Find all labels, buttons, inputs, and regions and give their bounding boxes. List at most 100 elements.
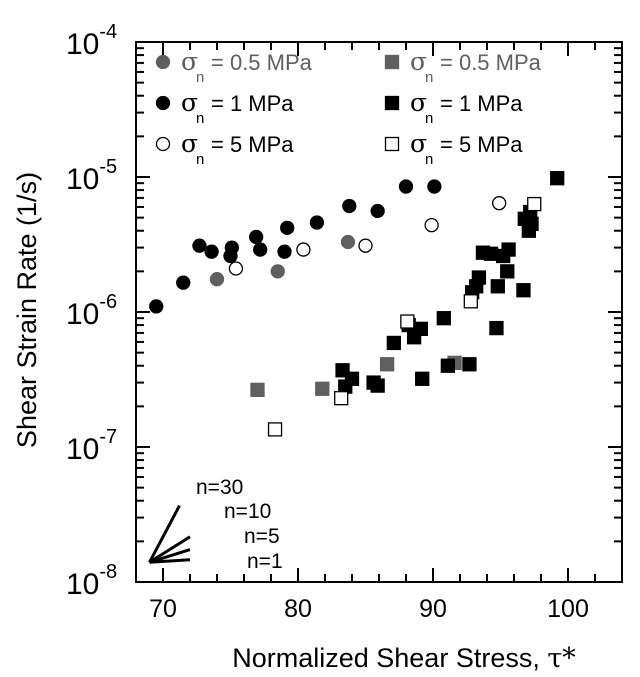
slope-line <box>148 535 191 564</box>
data-point-square <box>315 381 330 396</box>
data-point-circle <box>340 234 356 250</box>
legend-marker <box>384 95 400 111</box>
data-point-square <box>267 422 283 437</box>
y-tick-exponent: -6 <box>99 291 117 313</box>
data-point-square <box>483 246 499 261</box>
y-tick-exponent: -8 <box>99 561 117 583</box>
x-tick-label: 80 <box>284 595 312 623</box>
y-tick-base: 10 <box>66 298 99 331</box>
data-point-square <box>334 391 349 406</box>
data-point-circle <box>309 215 325 230</box>
data-point-circle <box>398 179 414 194</box>
y-axis-label: Shear Strain Rate (1/s) <box>12 172 42 448</box>
data-point-square <box>516 283 531 298</box>
data-point-square <box>386 335 402 351</box>
x-axis-label-text: Normalized Shear Stress, <box>232 643 547 673</box>
x-tick-label: 70 <box>149 595 177 623</box>
x-tick-labels: 70 80 90 100 <box>149 595 589 623</box>
slope-annotation: n=5 <box>244 525 280 548</box>
data-point-circle <box>270 264 285 279</box>
slope-line <box>149 548 191 564</box>
legend-sigma-symbol: σ <box>181 88 198 117</box>
x-tick-label: 90 <box>419 595 447 623</box>
data-point-circle <box>424 217 439 233</box>
data-point-square <box>400 314 415 329</box>
data-point-circle <box>296 242 311 257</box>
data-point-square <box>527 196 542 212</box>
data-point-circle <box>253 242 268 257</box>
data-point-circle <box>370 203 385 219</box>
legend-label: = 0.5 MPa <box>211 50 313 75</box>
y-tick-base: 10 <box>66 433 99 466</box>
data-point-square <box>344 371 360 386</box>
data-point-circle <box>224 240 240 255</box>
slope-annotation: n=30 <box>196 476 243 499</box>
legend-sigma-symbol: σ <box>410 47 427 76</box>
y-tick-label: 10-7 <box>66 426 117 466</box>
y-tick-labels: 10-810-710-610-510-4 <box>66 21 117 601</box>
data-point-circle <box>427 179 442 194</box>
y-tick-label: 10-4 <box>66 21 117 61</box>
data-point-square <box>415 371 430 386</box>
data-point-square <box>524 216 539 231</box>
y-tick-base: 10 <box>66 28 99 61</box>
legend-sigma-symbol: σ <box>410 88 427 117</box>
legend-subscript: n <box>425 69 433 86</box>
data-point-circle <box>491 196 507 211</box>
data-point-square <box>500 264 515 279</box>
data-point-square <box>370 378 385 393</box>
legend-sigma-symbol: σ <box>181 47 198 76</box>
data-point-circle <box>204 244 219 259</box>
x-tick-label: 100 <box>547 595 589 623</box>
data-point-circle <box>149 299 164 314</box>
y-tick-base: 10 <box>66 163 99 196</box>
legend-marker <box>384 136 400 152</box>
legend-marker <box>384 54 400 70</box>
y-tick-label: 10-5 <box>66 156 117 196</box>
data-point-square <box>471 270 487 285</box>
tau-star-symbol: τ* <box>547 643 576 674</box>
plot-frame <box>135 41 623 583</box>
data-point-square <box>436 311 451 326</box>
slope-annotation: n=10 <box>224 500 271 523</box>
legend-subscript: n <box>196 69 204 86</box>
legend-label: = 1 MPa <box>440 91 523 116</box>
x-axis-label: Normalized Shear Stress, τ* <box>232 643 576 674</box>
legend-label: = 1 MPa <box>211 91 294 116</box>
data-point-square <box>463 294 478 309</box>
axis-ticks <box>136 42 623 583</box>
data-point-circle <box>342 198 357 214</box>
legend-marker <box>155 95 171 111</box>
data-point-circle <box>176 275 191 290</box>
data-point-circle <box>248 229 264 245</box>
data-point-square <box>550 171 565 186</box>
y-tick-exponent: -5 <box>99 156 117 178</box>
data-point-circle <box>209 272 225 287</box>
data-point-square <box>250 382 265 398</box>
y-tick-label: 10-6 <box>66 291 117 331</box>
legend-sigma-symbol: σ <box>410 129 427 158</box>
data-point-circle <box>228 261 244 276</box>
data-point-square <box>501 242 516 257</box>
data-point-square <box>490 279 505 294</box>
slope-guide: n=30n=10n=5n=1 <box>148 476 283 573</box>
data-point-square <box>440 358 456 373</box>
legend-subscript: n <box>425 110 433 127</box>
legend-marker <box>155 54 171 70</box>
legend-label: = 5 MPa <box>211 132 294 157</box>
slope-line <box>149 558 191 564</box>
slope-line <box>148 504 181 563</box>
legend-sigma-symbol: σ <box>181 129 198 158</box>
legend-label: = 0.5 MPa <box>440 50 542 75</box>
data-point-square <box>413 321 429 337</box>
data-point-square <box>379 357 395 372</box>
data-point-circle <box>280 220 295 236</box>
y-tick-exponent: -7 <box>99 426 117 448</box>
data-points <box>149 171 565 437</box>
y-tick-base: 10 <box>66 568 99 601</box>
data-point-circle <box>277 244 292 259</box>
data-point-circle <box>358 238 373 253</box>
legend-label: = 5 MPa <box>440 132 523 157</box>
